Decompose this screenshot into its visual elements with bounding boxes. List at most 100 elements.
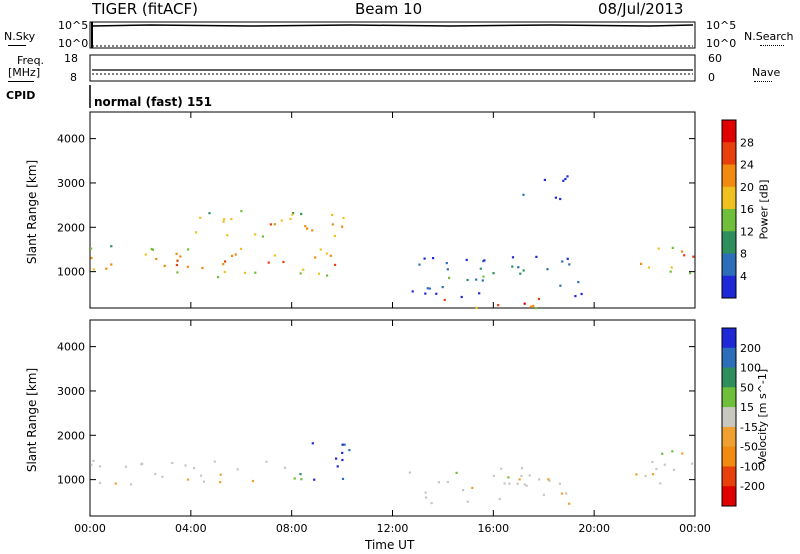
range-gate-cell [635,473,638,476]
range-gate-cell [90,463,93,466]
velocity-colorbar-swatch [722,347,736,369]
range-gate-cell [497,304,500,307]
range-gate-cell [657,247,660,250]
velocity-colorbar: 200 100 50 15 -15 -50 -100 -200 [721,327,765,507]
range-gate-cell [343,443,346,446]
range-gate-cell [498,497,501,501]
range-gate-cell [311,229,314,232]
range-gate-cell [691,462,694,465]
range-gate-cell [670,266,673,269]
noise-panel [89,21,696,49]
range-gate-cell [455,471,458,474]
range-gate-cell [317,272,321,275]
range-gate-cell [175,252,178,255]
range-gate-cell [562,179,565,182]
power-colorbar-tick: 12 [740,225,754,238]
range-gate-cell [519,272,522,275]
range-gate-cell [226,234,229,237]
range-gate-cell [462,489,465,492]
range-gate-cell [478,292,481,295]
range-gate-cell [124,465,127,468]
range-gate-cell [187,248,190,251]
range-gate-cell [311,442,314,445]
power-colorbar-tick: 8 [740,248,747,261]
range-gate-cell [446,480,449,484]
range-gate-cell [105,267,108,270]
range-gate-cell [300,212,303,216]
range-gate-cell [516,482,519,485]
range-gate-cell [342,216,345,220]
range-gate-cell [341,443,344,446]
range-gate-cell [110,245,113,248]
range-gate-cell [559,284,562,287]
range-gate-cell [90,256,93,260]
range-gate-cell [432,257,435,260]
power-colorbar-swatch [722,253,736,277]
range-gate-cell [529,305,532,308]
range-gate-cell [423,257,426,260]
range-gate-cell [325,252,328,255]
range-gate-cell [460,295,463,299]
range-gate-cell [445,262,448,265]
range-gate-cell [517,266,520,269]
range-gate-cell [341,458,344,462]
range-gate-cell [213,460,216,463]
range-gate-cell [528,474,531,477]
range-gate-cell [446,268,449,271]
range-gate-cell [222,263,225,266]
range-gate-cell [669,270,672,273]
range-gate-cell [481,279,484,282]
power-marks [90,175,695,310]
range-gate-cell [282,260,285,264]
range-gate-cell [289,217,292,220]
range-gate-cell [424,292,427,295]
range-gate-cell [523,302,526,305]
range-gate-cell [408,471,411,474]
nave-label: Nave [752,66,781,79]
range-gate-cell [535,255,538,258]
velocity-colorbar-tick: 200 [740,342,761,355]
power-colorbar-tick: 24 [740,159,754,172]
velocity-colorbar-swatch [722,367,736,388]
y-tick-label: 1000 [57,266,85,279]
power-colorbar-tick: 20 [740,181,754,194]
range-gate-cell [291,213,294,216]
range-gate-cell [568,263,571,266]
range-gate-cell [223,270,226,274]
range-gate-cell [471,486,474,489]
x-tick-label: 08:00 [276,522,308,535]
range-gate-cell [292,212,295,215]
range-gate-cell [537,297,540,300]
y-tick-label: 1000 [57,474,85,487]
range-gate-cell [465,258,468,261]
range-gate-cell [161,475,164,478]
range-gate-cell [217,276,220,279]
range-gate-cell [692,255,695,258]
range-gate-cell [659,482,662,485]
range-gate-cell [520,467,523,470]
range-gate-cell [319,248,322,251]
beam-label: Beam 10 [355,0,423,18]
range-gate-cell [99,465,102,468]
range-gate-cell [564,177,567,181]
power-colorbar-swatch [722,120,736,143]
range-gate-cell [261,235,264,238]
range-gate-cell [326,274,329,277]
time-xlabel: Time UT [365,538,415,552]
range-gate-cell [538,478,541,481]
date-label: 08/Jul/2013 [598,0,684,18]
range-gate-cell [155,257,158,261]
range-gate-cell [195,231,198,234]
range-gate-cell [329,254,332,257]
velocity-colorbar-frame [721,327,737,507]
x-tick-label: 00:00 [679,522,711,535]
velocity-colorbar-tick: -100 [740,460,765,473]
range-gate-cell [580,292,583,296]
range-gate-cell [176,271,179,274]
range-gate-cell [141,462,144,465]
range-gate-cell [522,269,525,272]
range-gate-cell [503,482,506,485]
range-gate-cell [672,468,676,471]
y-tick-label: 3000 [57,385,85,398]
